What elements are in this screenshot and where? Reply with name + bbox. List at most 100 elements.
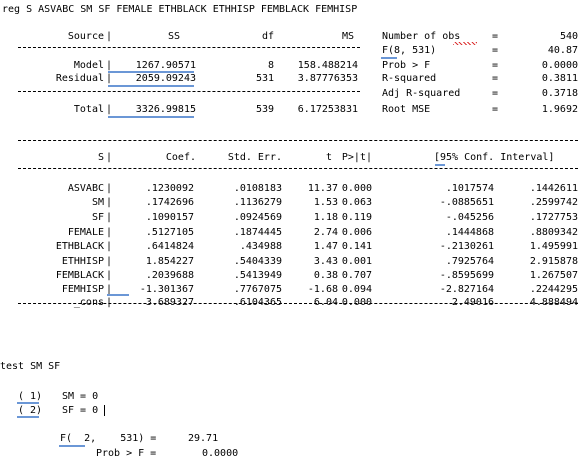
coef-ci-high: 1.267507: [529, 270, 578, 281]
coef-ci-low: -.045256: [445, 212, 494, 223]
coef-p: 0.141: [341, 241, 372, 252]
anova-ms-model: 158.488214: [297, 60, 358, 71]
stat-value-probf: 0.0000: [541, 60, 578, 71]
coef-value: 1.854227: [145, 256, 194, 267]
coef-t: 1.18: [313, 212, 338, 223]
coef-divider: |: [106, 256, 113, 267]
coef-var: FEMALE: [67, 227, 104, 238]
stat-value-rmse: 1.9692: [541, 104, 578, 115]
anova-divider: |: [106, 60, 113, 71]
highlight-ss-total: [108, 116, 194, 118]
coef-var: FEMBLACK: [55, 270, 104, 281]
coef-se: .0924569: [233, 212, 282, 223]
anova-ss-model: 1267.90571: [135, 60, 196, 71]
coef-p: 0.000: [341, 183, 372, 194]
anova-source-residual: Residual: [55, 73, 104, 84]
coef-divider: |: [106, 183, 113, 194]
coef-ci-high: .1442611: [529, 183, 578, 194]
stat-value-nobs: 540: [559, 31, 578, 42]
anova-header-df: df: [261, 31, 274, 42]
coef-value: .1230092: [145, 183, 194, 194]
stat-eq: =: [492, 60, 499, 71]
test-f-value: 29.71: [188, 433, 219, 444]
coef-p: 0.063: [341, 197, 372, 208]
coef-rule-top: [18, 140, 578, 141]
regress-command: reg S ASVABC SM SF FEMALE ETHBLACK ETHHI…: [2, 4, 358, 15]
coef-value: .1090157: [145, 212, 194, 223]
anova-divider: |: [106, 31, 113, 42]
coef-se: .1136279: [233, 197, 282, 208]
coef-ci-low: .1444868: [445, 227, 494, 238]
stat-value-adjr2: 0.3718: [541, 88, 578, 99]
text-cursor: [104, 405, 105, 416]
anova-ms-residual: 3.87776353: [297, 73, 358, 84]
coef-p: 0.707: [341, 270, 372, 281]
coef-ci-low: -.2130261: [439, 241, 494, 252]
coef-divider: |: [106, 284, 113, 295]
highlight-ss-residual: [108, 85, 194, 87]
stat-eq: =: [492, 88, 499, 99]
coef-value: .5127105: [145, 227, 194, 238]
highlight-constraint-2: [17, 416, 39, 418]
coef-p: 0.001: [341, 256, 372, 267]
coef-t: 11.37: [307, 183, 338, 194]
coef-ci-low: -.8595699: [439, 270, 494, 281]
anova-ms-total: 6.17253831: [297, 104, 358, 115]
anova-df-residual: 531: [255, 73, 274, 84]
anova-df-model: 8: [267, 60, 274, 71]
constraint-num-1: ( 1): [18, 391, 43, 402]
coef-ci-high: 1.495991: [529, 241, 578, 252]
anova-divider: |: [106, 73, 113, 84]
coef-value: 3.689327: [145, 297, 194, 308]
anova-df-total: 539: [255, 104, 274, 115]
anova-ss-residual: 2059.09243: [135, 73, 196, 84]
coef-ci-high: .2244295: [529, 284, 578, 295]
coef-divider: |: [106, 197, 113, 208]
coef-divider: |: [106, 227, 113, 238]
coef-var: SM: [91, 197, 104, 208]
highlight-f-label: [381, 57, 397, 59]
coef-se: .5404339: [233, 256, 282, 267]
test-command: test SM SF: [0, 361, 61, 372]
coef-divider: |: [106, 241, 113, 252]
coef-value: -1.301367: [139, 284, 194, 295]
coef-p: 0.000: [341, 297, 372, 308]
stat-label-adjr2: Adj R-squared: [382, 88, 461, 99]
coef-ci-high: .2599742: [529, 197, 578, 208]
coef-divider: |: [106, 152, 113, 163]
coef-ci-high: 4.888494: [529, 297, 578, 308]
coef-p: 0.119: [341, 212, 372, 223]
coef-value: .2039688: [145, 270, 194, 281]
coef-divider: |: [106, 270, 113, 281]
test-p-value: 0.0000: [202, 448, 239, 459]
anova-rule-top: [18, 47, 360, 48]
coef-var: ETHHISP: [61, 256, 104, 267]
stat-eq: =: [492, 73, 499, 84]
anova-header-source: Source: [67, 31, 104, 42]
anova-ss-total: 3326.99815: [135, 104, 196, 115]
coef-var: _cons: [73, 297, 104, 308]
stat-value-r2: 0.3811: [541, 73, 578, 84]
highlight-ci-bracket: [435, 164, 445, 166]
coef-value: .1742696: [145, 197, 194, 208]
constraint-expr-2: SF = 0: [62, 405, 99, 416]
coef-header-p: P>|t|: [341, 152, 372, 163]
anova-header-ms: MS: [341, 31, 354, 42]
test-f-label: F( 2, 531) =: [60, 433, 157, 444]
stat-label-rmse: Root MSE: [382, 104, 431, 115]
coef-header-depvar: S: [97, 152, 104, 163]
coef-ci-low: -.0885651: [439, 197, 494, 208]
highlight-femhisp-coef: [107, 294, 129, 296]
coef-var: SF: [91, 212, 104, 223]
coef-t: 3.43: [313, 256, 338, 267]
stat-label-probf: Prob > F: [382, 60, 431, 71]
stat-eq: =: [492, 104, 499, 115]
test-p-label: Prob > F =: [96, 448, 157, 459]
coef-header-ci: [95% Conf. Interval]: [434, 152, 555, 163]
stat-value-f: 40.87: [547, 45, 578, 56]
coef-ci-high: .1727753: [529, 212, 578, 223]
coef-se: .6104365: [233, 297, 282, 308]
coef-se: .434988: [239, 241, 282, 252]
coef-var: FEMHISP: [61, 284, 104, 295]
stat-label-nobs: Number of obs: [382, 31, 461, 42]
